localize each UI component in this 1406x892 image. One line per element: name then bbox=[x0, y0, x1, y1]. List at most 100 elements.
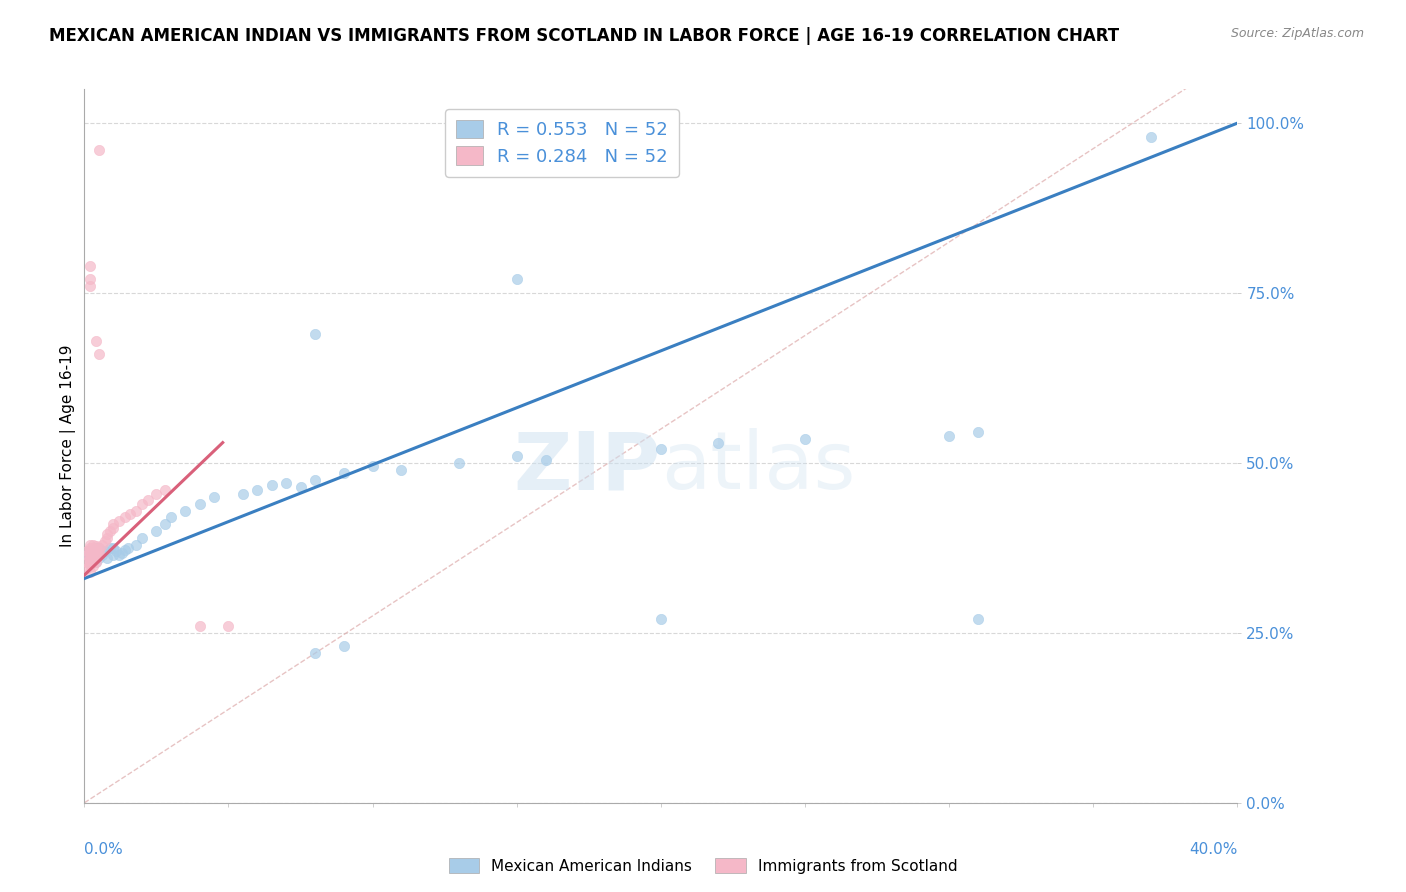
Point bbox=[290, 480, 312, 494]
Point bbox=[79, 551, 101, 566]
Point bbox=[79, 259, 101, 273]
Point bbox=[84, 334, 107, 348]
Point bbox=[84, 542, 107, 557]
Point bbox=[87, 541, 110, 555]
Point bbox=[79, 543, 101, 558]
Point bbox=[304, 326, 326, 341]
Point bbox=[90, 537, 112, 551]
Point bbox=[707, 435, 730, 450]
Point bbox=[96, 531, 118, 545]
Point bbox=[79, 537, 101, 551]
Point bbox=[449, 456, 471, 470]
Point bbox=[650, 442, 672, 457]
Point bbox=[105, 544, 128, 558]
Point bbox=[79, 279, 101, 293]
Point bbox=[79, 541, 101, 555]
Point bbox=[87, 347, 110, 361]
Point bbox=[967, 425, 990, 440]
Point bbox=[98, 524, 121, 538]
Point bbox=[82, 537, 104, 551]
Point bbox=[650, 612, 672, 626]
Point bbox=[76, 548, 98, 562]
Point bbox=[108, 514, 131, 528]
Point bbox=[218, 619, 240, 633]
Point bbox=[534, 452, 557, 467]
Point bbox=[131, 497, 153, 511]
Point bbox=[188, 497, 211, 511]
Point bbox=[153, 483, 176, 498]
Point bbox=[145, 486, 167, 500]
Text: MEXICAN AMERICAN INDIAN VS IMMIGRANTS FROM SCOTLAND IN LABOR FORCE | AGE 16-19 C: MEXICAN AMERICAN INDIAN VS IMMIGRANTS FR… bbox=[49, 27, 1119, 45]
Point bbox=[79, 546, 101, 560]
Point bbox=[84, 541, 107, 555]
Point bbox=[87, 548, 110, 562]
Point bbox=[87, 544, 110, 558]
Point bbox=[79, 552, 101, 566]
Point bbox=[76, 548, 98, 562]
Point bbox=[79, 544, 101, 558]
Point bbox=[84, 539, 107, 553]
Point bbox=[84, 549, 107, 564]
Point bbox=[82, 541, 104, 555]
Text: 0.0%: 0.0% bbox=[84, 842, 124, 856]
Point bbox=[506, 272, 529, 286]
Point bbox=[145, 524, 167, 538]
Point bbox=[304, 646, 326, 660]
Point bbox=[188, 619, 211, 633]
Point bbox=[87, 144, 110, 158]
Point bbox=[79, 555, 101, 569]
Point bbox=[202, 490, 225, 504]
Point bbox=[84, 555, 107, 569]
Point bbox=[361, 459, 384, 474]
Point bbox=[103, 517, 124, 532]
Point bbox=[125, 537, 148, 551]
Point bbox=[304, 473, 326, 487]
Point bbox=[82, 548, 104, 562]
Point bbox=[794, 432, 817, 446]
Point bbox=[111, 546, 134, 560]
Point bbox=[93, 534, 115, 549]
Point bbox=[82, 543, 104, 558]
Point bbox=[108, 548, 131, 562]
Point bbox=[79, 272, 101, 286]
Point bbox=[967, 612, 990, 626]
Point bbox=[246, 483, 269, 498]
Point bbox=[114, 543, 136, 558]
Point bbox=[76, 555, 98, 569]
Point bbox=[131, 531, 153, 545]
Point bbox=[333, 466, 356, 480]
Text: 40.0%: 40.0% bbox=[1189, 842, 1237, 856]
Point bbox=[103, 548, 124, 562]
Point bbox=[506, 449, 529, 463]
Point bbox=[84, 555, 107, 569]
Point bbox=[1140, 129, 1163, 144]
Point bbox=[96, 527, 118, 541]
Point bbox=[125, 503, 148, 517]
Point bbox=[82, 549, 104, 564]
Point bbox=[232, 486, 254, 500]
Point bbox=[136, 493, 159, 508]
Point bbox=[79, 565, 101, 579]
Point bbox=[93, 544, 115, 558]
Point bbox=[391, 463, 413, 477]
Point bbox=[96, 551, 118, 566]
Point bbox=[160, 510, 183, 524]
Point bbox=[79, 558, 101, 572]
Point bbox=[87, 541, 110, 555]
Point bbox=[174, 503, 197, 517]
Point bbox=[120, 507, 142, 521]
Legend: R = 0.553   N = 52, R = 0.284   N = 52: R = 0.553 N = 52, R = 0.284 N = 52 bbox=[446, 109, 679, 177]
Point bbox=[84, 546, 107, 560]
Text: atlas: atlas bbox=[661, 428, 855, 507]
Point bbox=[82, 544, 104, 558]
Point bbox=[82, 546, 104, 560]
Point bbox=[98, 541, 121, 555]
Point bbox=[103, 541, 124, 555]
Point bbox=[938, 429, 960, 443]
Point bbox=[114, 510, 136, 524]
Text: Source: ZipAtlas.com: Source: ZipAtlas.com bbox=[1230, 27, 1364, 40]
Point bbox=[76, 544, 98, 558]
Point bbox=[117, 541, 139, 555]
Legend: Mexican American Indians, Immigrants from Scotland: Mexican American Indians, Immigrants fro… bbox=[443, 852, 963, 880]
Y-axis label: In Labor Force | Age 16-19: In Labor Force | Age 16-19 bbox=[60, 344, 76, 548]
